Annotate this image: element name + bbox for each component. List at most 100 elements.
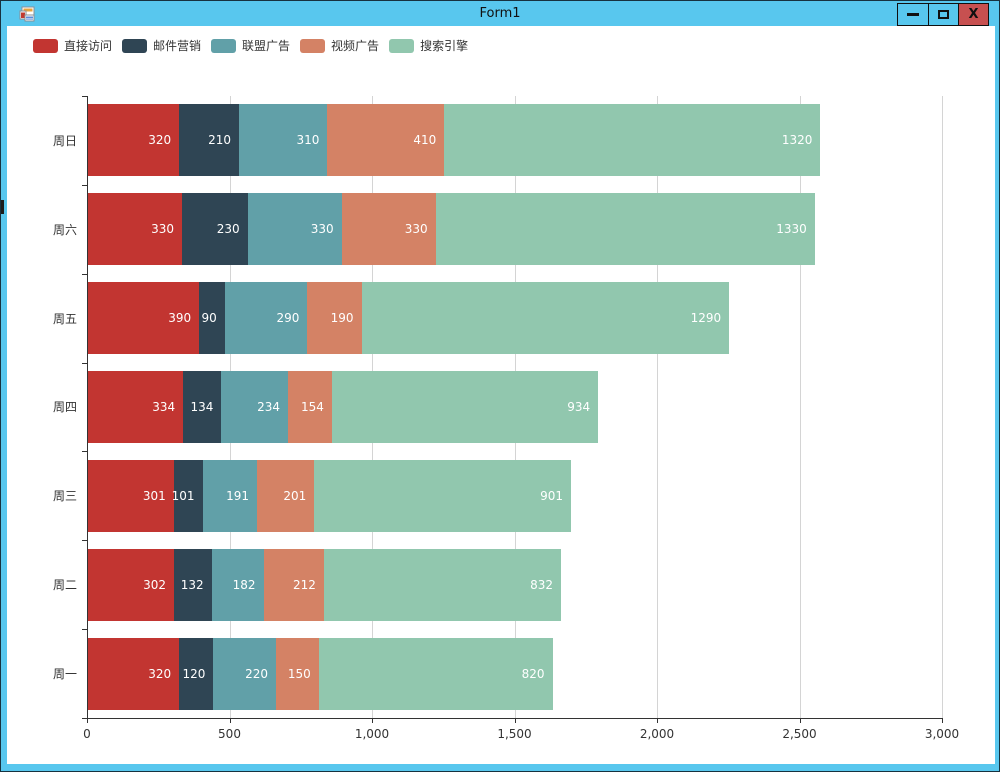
bar-segment[interactable]: 190 <box>307 282 362 355</box>
bar-value-label: 190 <box>330 311 354 326</box>
bar-segment[interactable]: 330 <box>88 193 183 266</box>
bar-segment[interactable]: 1290 <box>361 282 730 355</box>
bar-segment[interactable]: 330 <box>247 193 342 266</box>
bar-segment[interactable]: 301 <box>88 459 174 532</box>
bar-segment[interactable]: 201 <box>256 459 315 532</box>
winforms-icon <box>19 6 35 22</box>
bar-value-label: 301 <box>142 488 166 503</box>
window-title: Form1 <box>479 6 521 21</box>
window-controls: X <box>897 3 989 26</box>
x-axis-tick <box>372 718 373 723</box>
y-axis-tick <box>82 274 87 275</box>
bar-segment[interactable]: 120 <box>179 637 214 710</box>
app-icon[interactable] <box>19 6 35 22</box>
bar-row-0: 320 210 310 410 1320 <box>88 104 821 177</box>
x-axis-label-5: 2,500 <box>782 727 817 741</box>
bar-segment[interactable]: 320 <box>88 637 180 710</box>
bar-segment[interactable]: 182 <box>211 548 264 621</box>
close-button[interactable]: X <box>958 4 988 25</box>
close-icon: X <box>968 7 979 22</box>
legend-item-1[interactable]: 邮件营销 <box>122 37 201 54</box>
bar-segment[interactable]: 212 <box>263 548 324 621</box>
bar-segment[interactable]: 234 <box>221 371 289 443</box>
bar-value-label: 132 <box>180 577 204 592</box>
chart-canvas[interactable]: 直接访问 邮件营销 联盟广告 视频广告 搜索引擎 周日 周六 周五 周四 周三 周二 周一 0 500 1… <box>7 26 995 764</box>
legend-item-4[interactable]: 搜索引擎 <box>389 37 468 54</box>
bar-segment[interactable]: 191 <box>202 459 257 532</box>
legend-swatch <box>211 38 237 53</box>
legend-item-0[interactable]: 直接访问 <box>33 37 112 54</box>
bar-segment[interactable]: 220 <box>213 637 277 710</box>
bar-segment[interactable]: 132 <box>174 548 212 621</box>
bar-segment[interactable]: 90 <box>199 282 225 355</box>
minimize-button[interactable] <box>898 4 928 25</box>
bar-value-label: 320 <box>148 133 172 148</box>
bar-value-label: 154 <box>301 400 324 414</box>
legend-label: 视频广告 <box>331 39 380 53</box>
bar-value-label: 134 <box>190 400 214 414</box>
y-axis-tick <box>82 540 87 541</box>
bar-segment[interactable]: 320 <box>88 104 180 177</box>
x-axis-tick <box>87 718 88 723</box>
bar-segment[interactable]: 230 <box>182 193 248 266</box>
bar-value-label: 934 <box>567 400 591 414</box>
legend-swatch <box>300 38 326 53</box>
bar-value-label: 901 <box>540 488 564 503</box>
y-axis-label-1: 周六 <box>52 222 77 237</box>
bar-value-label: 234 <box>257 400 281 414</box>
x-axis-tick <box>657 718 658 723</box>
bar-segment[interactable]: 1320 <box>444 104 821 177</box>
titlebar[interactable]: Form1 X <box>2 2 998 26</box>
bar-segment[interactable]: 101 <box>171 459 203 532</box>
chart-legend: 直接访问 邮件营销 联盟广告 视频广告 搜索引擎 <box>33 37 468 54</box>
bar-value-label: 820 <box>521 666 545 681</box>
legend-label: 联盟广告 <box>242 39 291 53</box>
bar-value-label: 182 <box>232 577 256 592</box>
gridline <box>799 96 801 718</box>
legend-item-3[interactable]: 视频广告 <box>300 37 379 54</box>
y-axis-label-3: 周四 <box>52 400 77 415</box>
screen-edge-notch <box>1 200 4 214</box>
gridline <box>942 96 943 718</box>
maximize-icon <box>938 10 949 19</box>
x-axis-label-0: 0 <box>83 727 91 741</box>
bar-segment[interactable]: 934 <box>331 371 599 443</box>
maximize-button[interactable] <box>928 4 958 25</box>
bar-segment[interactable]: 290 <box>224 282 308 355</box>
legend-swatch <box>33 38 58 53</box>
bar-value-label: 390 <box>168 311 192 326</box>
bar-segment[interactable]: 154 <box>288 371 332 443</box>
bar-row-4: 301 101 191 201 901 <box>88 459 572 532</box>
y-axis-tick <box>82 629 87 630</box>
x-axis-tick <box>799 718 801 723</box>
y-axis-tick <box>82 363 87 364</box>
bar-segment[interactable]: 334 <box>88 371 184 443</box>
minimize-icon <box>907 13 919 16</box>
bar-segment[interactable]: 330 <box>341 193 436 266</box>
bar-segment[interactable]: 410 <box>327 104 445 177</box>
x-axis-label-1: 500 <box>218 727 241 741</box>
bar-segment[interactable]: 832 <box>323 548 562 621</box>
y-axis-tick <box>82 185 87 186</box>
bar-segment[interactable]: 901 <box>314 459 572 532</box>
bar-value-label: 330 <box>404 222 428 237</box>
bar-value-label: 101 <box>171 488 195 503</box>
bar-segment[interactable]: 820 <box>318 637 553 710</box>
bar-row-2: 390 90 290 190 1290 <box>88 282 730 355</box>
y-axis-tick <box>82 718 87 719</box>
bar-segment[interactable]: 150 <box>276 637 319 710</box>
bar-segment[interactable]: 302 <box>88 548 175 621</box>
bar-value-label: 150 <box>287 666 311 681</box>
bar-segment[interactable]: 210 <box>179 104 240 177</box>
bar-segment[interactable]: 310 <box>239 104 328 177</box>
bar-row-1: 330 230 330 330 1330 <box>88 193 815 266</box>
bar-value-label: 330 <box>310 222 334 237</box>
bar-segment[interactable]: 1330 <box>435 193 815 266</box>
y-axis-tick <box>82 96 87 97</box>
bar-value-label: 334 <box>152 400 176 414</box>
legend-item-2[interactable]: 联盟广告 <box>211 37 290 54</box>
bar-value-label: 310 <box>296 133 320 148</box>
bar-segment[interactable]: 390 <box>88 282 200 355</box>
bar-value-label: 201 <box>283 488 307 503</box>
bar-segment[interactable]: 134 <box>183 371 222 443</box>
